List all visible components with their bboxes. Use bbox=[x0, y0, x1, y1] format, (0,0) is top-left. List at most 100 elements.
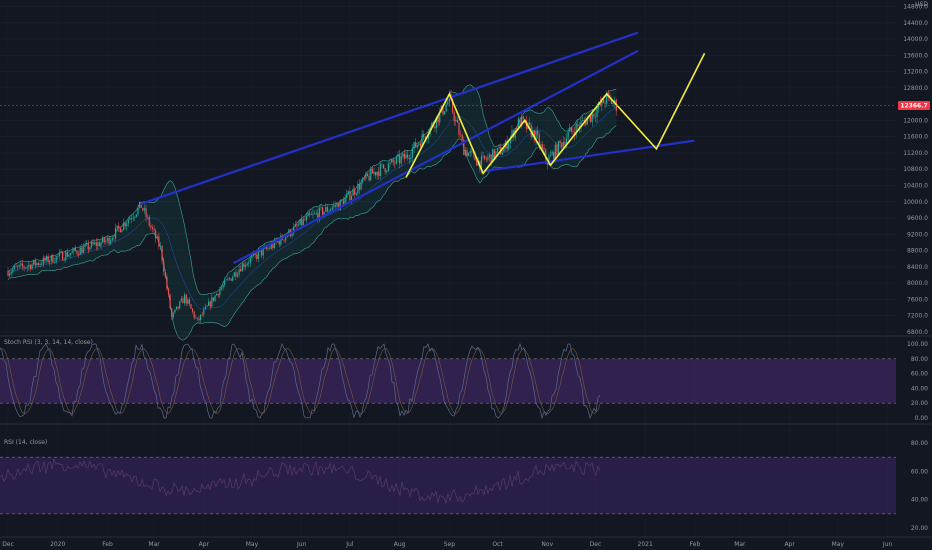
candle bbox=[235, 268, 237, 281]
candle bbox=[360, 178, 362, 191]
candle bbox=[373, 167, 375, 176]
candle bbox=[395, 155, 398, 166]
candle bbox=[371, 166, 373, 174]
candle bbox=[339, 199, 341, 211]
candle bbox=[456, 116, 458, 123]
stoch-d-line bbox=[0, 348, 601, 414]
candle bbox=[495, 148, 497, 161]
candle bbox=[158, 232, 160, 250]
candle bbox=[98, 239, 101, 247]
candle bbox=[33, 259, 35, 266]
candle bbox=[260, 250, 263, 259]
candle bbox=[37, 261, 40, 267]
candle bbox=[381, 162, 383, 169]
candle bbox=[248, 259, 250, 268]
time-tick-label: Feb bbox=[102, 541, 113, 548]
candle bbox=[118, 222, 120, 232]
candle bbox=[15, 263, 17, 268]
candle bbox=[376, 171, 378, 180]
candle bbox=[506, 135, 508, 153]
candle bbox=[273, 237, 276, 250]
time-tick-label: May bbox=[246, 541, 259, 548]
candle bbox=[230, 278, 232, 281]
candle bbox=[74, 245, 77, 252]
candle bbox=[90, 239, 93, 250]
time-tick-label: Mar bbox=[734, 541, 746, 548]
candle bbox=[41, 260, 43, 267]
candle bbox=[122, 218, 125, 231]
zigzag-line[interactable] bbox=[405, 52, 706, 178]
candle bbox=[304, 215, 306, 222]
candle bbox=[241, 261, 243, 272]
candle bbox=[400, 153, 402, 167]
channel-line-mid[interactable] bbox=[233, 50, 639, 264]
candle bbox=[575, 120, 577, 139]
candle bbox=[73, 247, 75, 256]
candle bbox=[341, 198, 343, 202]
price-pane[interactable] bbox=[0, 31, 896, 341]
candle bbox=[148, 214, 150, 228]
candle bbox=[25, 267, 27, 270]
candle bbox=[302, 216, 304, 227]
current-price-label: 12366.7 bbox=[900, 102, 927, 109]
candle bbox=[206, 305, 208, 308]
candle bbox=[278, 239, 280, 248]
candle bbox=[134, 215, 136, 221]
candle bbox=[150, 222, 152, 231]
candle bbox=[362, 176, 364, 185]
candle bbox=[294, 221, 296, 228]
candle bbox=[114, 223, 117, 242]
candle bbox=[320, 204, 322, 211]
time-axis[interactable]: Dec 2020 Feb Mar Apr May Jun Jul Aug Sep Oct Nov Dec… bbox=[2, 541, 892, 548]
candle bbox=[92, 238, 94, 246]
candle bbox=[259, 250, 261, 253]
channel-line-upper[interactable] bbox=[140, 31, 639, 205]
price-tick-label: 6800.0 bbox=[907, 329, 928, 336]
candle bbox=[405, 151, 407, 159]
candle bbox=[604, 99, 606, 109]
candle bbox=[185, 293, 187, 307]
candle bbox=[313, 210, 316, 215]
candle bbox=[370, 165, 372, 181]
candle bbox=[487, 153, 489, 163]
price-tick-label: 13600.0 bbox=[903, 52, 928, 59]
candle bbox=[200, 314, 202, 324]
candle bbox=[86, 239, 88, 247]
candle bbox=[437, 116, 439, 127]
candle bbox=[166, 273, 168, 291]
candle bbox=[57, 255, 59, 261]
candle bbox=[208, 298, 210, 307]
candle bbox=[147, 213, 149, 220]
candle bbox=[482, 151, 484, 160]
candle bbox=[355, 191, 357, 197]
rsi-pane[interactable]: RSI (14, close) bbox=[0, 439, 896, 515]
candle bbox=[387, 162, 389, 173]
stoch-rsi-pane[interactable]: Stoch RSI (3, 3, 14, 14, close) bbox=[0, 339, 896, 420]
candle bbox=[209, 300, 211, 311]
candle bbox=[460, 130, 462, 138]
candle bbox=[18, 264, 20, 269]
candle bbox=[283, 239, 285, 243]
zigzag-pattern[interactable] bbox=[405, 52, 706, 178]
candle bbox=[177, 306, 179, 311]
candle bbox=[439, 107, 441, 126]
price-axis[interactable]: USD 14800.0 14400.0 14000.0 13600.0 13200.0 1… bbox=[903, 1, 928, 336]
current-price-badge: 12366.7 bbox=[898, 100, 930, 110]
candle bbox=[124, 221, 126, 230]
candle bbox=[236, 271, 239, 278]
candle bbox=[469, 148, 471, 158]
price-tick-label: 7200.0 bbox=[907, 313, 928, 320]
candle bbox=[55, 255, 57, 265]
candle bbox=[358, 179, 361, 195]
candle bbox=[174, 309, 176, 314]
candle bbox=[580, 116, 582, 133]
candle bbox=[427, 129, 430, 144]
candle bbox=[228, 276, 231, 281]
candle bbox=[410, 152, 412, 163]
candle bbox=[541, 140, 544, 149]
price-tick-label: 7600.0 bbox=[907, 296, 928, 303]
candle bbox=[52, 253, 54, 264]
candle bbox=[476, 159, 478, 166]
candle bbox=[389, 158, 391, 168]
